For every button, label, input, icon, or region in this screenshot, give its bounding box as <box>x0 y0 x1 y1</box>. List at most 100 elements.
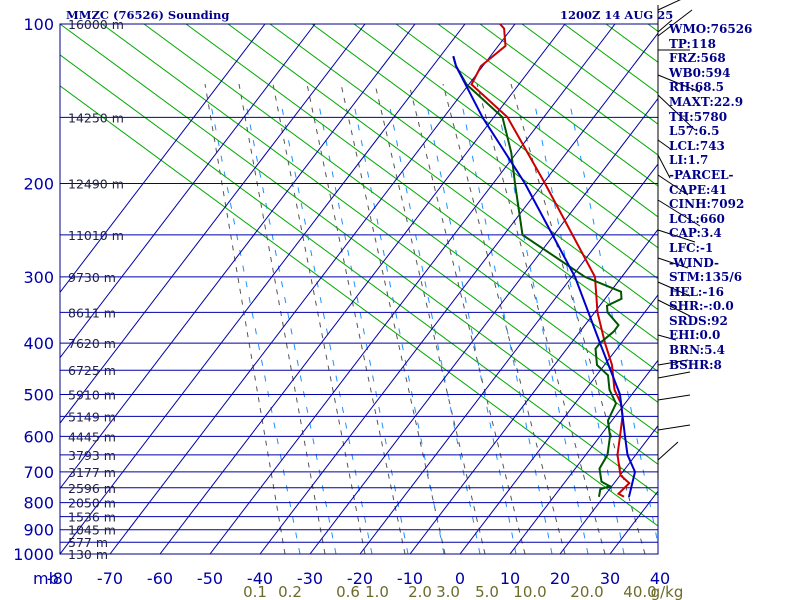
moist-adiabat <box>476 83 606 554</box>
pressure-tick-label: 300 <box>23 268 54 287</box>
mixing-ratio-line <box>461 103 553 554</box>
wind-barb <box>657 139 673 151</box>
plot-inner <box>60 24 658 554</box>
stat-item: L57:6.5 <box>669 124 720 139</box>
height-label: 577 m <box>68 535 108 550</box>
stat-item: EHI:0.0 <box>669 328 721 343</box>
moist-adiabat <box>374 83 486 554</box>
isotherm-line <box>459 294 658 554</box>
dry-adiabat <box>395 24 658 218</box>
stat-item: LI:1.7 <box>669 153 709 168</box>
temp-tick-label: -50 <box>197 569 223 588</box>
isotherm-line <box>60 24 466 554</box>
height-label: 2596 m <box>68 481 116 496</box>
isotherm-line <box>309 97 658 554</box>
isotherm-line <box>60 24 416 490</box>
wind-barb <box>657 74 701 93</box>
pressure-tick-label: 600 <box>23 427 54 446</box>
height-label: 1536 m <box>68 510 116 525</box>
mixing-ratio-label: 0.1 <box>243 583 267 600</box>
height-label: 3177 m <box>68 465 116 480</box>
wind-barb <box>657 174 689 196</box>
wind-barb <box>657 94 696 131</box>
mixing-ratio-label: 10.0 <box>513 583 546 600</box>
mixing-ratio-label: 0.6 <box>336 583 360 600</box>
wind-barb <box>657 441 679 461</box>
height-labels: 16000 m 14250 m 12490 m 11010 m 9730 m 8611 m… <box>68 17 124 562</box>
grid-layer <box>59 23 659 555</box>
isotherm-line <box>60 24 316 359</box>
height-label: 3793 m <box>68 448 116 463</box>
height-label: 14250 m <box>68 110 124 125</box>
stat-item: MAXT:22.9 <box>669 94 744 109</box>
mixing-ratio-line <box>425 99 517 554</box>
mixing-ratio-label: 0.2 <box>278 583 302 600</box>
dry-adiabat <box>311 24 658 280</box>
chart-title: MMZC (76526) Sounding <box>66 8 230 22</box>
stat-item: HEL:-16 <box>669 284 725 299</box>
stat-item: CAPE:41 <box>669 182 728 197</box>
pressure-tick-label: 1000 <box>13 545 54 564</box>
wind-barb <box>657 199 701 227</box>
pressure-tick-label: 700 <box>23 463 54 482</box>
temp-tick-label: 40 <box>650 569 670 588</box>
moist-adiabat <box>272 83 366 554</box>
height-label: 12490 m <box>68 177 124 192</box>
mixing-ratio-line <box>281 107 373 554</box>
mixing-ratio-line <box>353 103 445 554</box>
wind-barb <box>657 0 681 11</box>
stat-item: LCL:660 <box>669 211 725 226</box>
temp-tick-label: -10 <box>397 569 423 588</box>
stat-item: BSHR:8 <box>669 357 722 372</box>
dry-adiabat <box>353 24 658 249</box>
stat-item: WMO:76526 <box>669 22 753 36</box>
moist-adiabat <box>408 83 526 554</box>
mixing-ratio-line <box>497 107 589 554</box>
dry-adiabat <box>437 24 658 187</box>
moist-adiabat <box>204 83 286 554</box>
stat-item: RH:68.5 <box>669 80 724 95</box>
isotherm-line <box>109 24 516 554</box>
stat-item: -WIND- <box>669 255 719 270</box>
stat-item: TH:5780 <box>669 109 728 124</box>
moist-adiabat <box>238 83 326 554</box>
moist-adiabat <box>306 83 406 554</box>
stats-panel: WMO:76526 TP:118 FRZ:568 WB0:594 RH:68.5 MAXT… <box>669 22 800 372</box>
height-label: 11010 m <box>68 228 124 243</box>
stat-item: TP:118 <box>669 36 717 51</box>
wind-barb <box>657 424 691 431</box>
height-label: 130 m <box>68 547 108 562</box>
pressure-tick-label: 100 <box>23 15 54 34</box>
dry-adiabat <box>185 24 658 373</box>
dry-adiabat <box>60 85 658 527</box>
stat-item: CAP:3.4 <box>669 226 722 241</box>
temp-tick-label: 30 <box>600 569 620 588</box>
wind-barb <box>657 9 693 37</box>
temp-tick-label: -20 <box>347 569 373 588</box>
height-label: 6725 m <box>68 363 116 378</box>
isotherm-line <box>209 24 616 554</box>
mixing-ratio-label: 5.0 <box>475 583 499 600</box>
height-label: 2050 m <box>68 496 116 511</box>
isotherm-line <box>259 32 658 554</box>
mixing-ratio-label: 20.0 <box>570 583 603 600</box>
isotherm-line <box>60 24 366 424</box>
wind-barbs <box>657 0 701 480</box>
isotherm-line <box>559 424 658 554</box>
dry-adiabat <box>479 24 658 156</box>
wind-barb <box>657 299 691 317</box>
pressure-tick-label: 500 <box>23 385 54 404</box>
temp-tick-label: -80 <box>47 569 73 588</box>
stat-item: LCL:743 <box>669 138 725 153</box>
stat-item: -PARCEL- <box>669 167 734 182</box>
height-label: 1045 m <box>68 523 116 538</box>
isotherm-line <box>509 359 658 554</box>
temp-tick-label: -60 <box>147 569 173 588</box>
height-label: 5910 m <box>68 387 116 402</box>
dry-adiabat <box>60 24 658 465</box>
wind-barb <box>657 257 689 269</box>
dry-adiabat <box>521 24 658 125</box>
wind-barb <box>657 154 671 179</box>
